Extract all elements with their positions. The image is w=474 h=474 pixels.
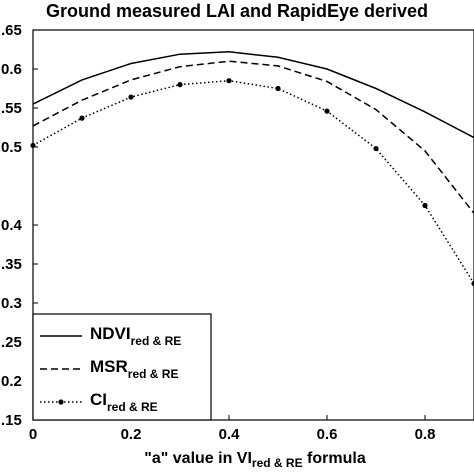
series-point-ci	[422, 202, 428, 209]
y-tick-label: 0.5	[1, 139, 22, 156]
y-tick-label: 0.4	[1, 217, 23, 234]
x-tick-label: 0.6	[317, 426, 338, 443]
series-line-ci	[32, 79, 474, 284]
series-point-ci	[226, 78, 232, 84]
x-tick-label: 0.8	[415, 426, 436, 443]
y-tick-label: .35	[1, 256, 22, 273]
series-point-ci	[79, 115, 85, 121]
chart-title: Ground measured LAI and RapidEye derived	[46, 1, 428, 21]
series-layer	[30, 51, 474, 287]
x-tick-label: 0.2	[121, 426, 142, 443]
series-line-ndvi	[32, 51, 474, 139]
legend-label-msr: MSRred & RE	[90, 357, 178, 381]
series-point-ci	[373, 145, 379, 152]
y-tick-label: 0.2	[1, 373, 22, 390]
series-point-ci	[30, 142, 36, 149]
legend-marker	[58, 399, 64, 405]
series-point-ci	[471, 280, 474, 287]
y-tick-label: .65	[1, 22, 22, 39]
y-tick-label: 0.6	[1, 61, 22, 78]
x-axis: 0 0.2 0.4 0.6 0.8	[29, 415, 436, 443]
x-tick-label: 0	[29, 426, 37, 443]
y-tick-label: .25	[1, 334, 22, 351]
series-point-ci	[324, 108, 330, 114]
legend-label-ndvi: NDVIred & RE	[90, 324, 181, 348]
x-axis-label: "a" value in VIred & RE formula	[144, 450, 366, 470]
series-point-ci	[275, 85, 281, 92]
y-tick-label: .15	[1, 412, 22, 429]
series-line-msr	[32, 60, 474, 214]
series-point-ci	[177, 82, 183, 88]
y-tick-label: .55	[1, 100, 22, 117]
x-tick-label: 0.4	[219, 426, 241, 443]
y-tick-label: 0.3	[1, 295, 22, 312]
legend: NDVIred & RE MSRred & RE CIred & RE	[32, 313, 212, 421]
series-point-ci	[128, 94, 134, 100]
legend-label-ci: CIred & RE	[90, 390, 158, 414]
